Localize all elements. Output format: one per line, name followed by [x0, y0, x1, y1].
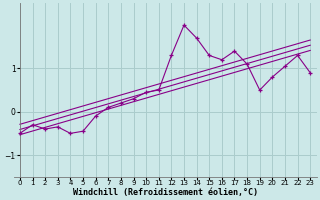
X-axis label: Windchill (Refroidissement éolien,°C): Windchill (Refroidissement éolien,°C) [73, 188, 258, 197]
